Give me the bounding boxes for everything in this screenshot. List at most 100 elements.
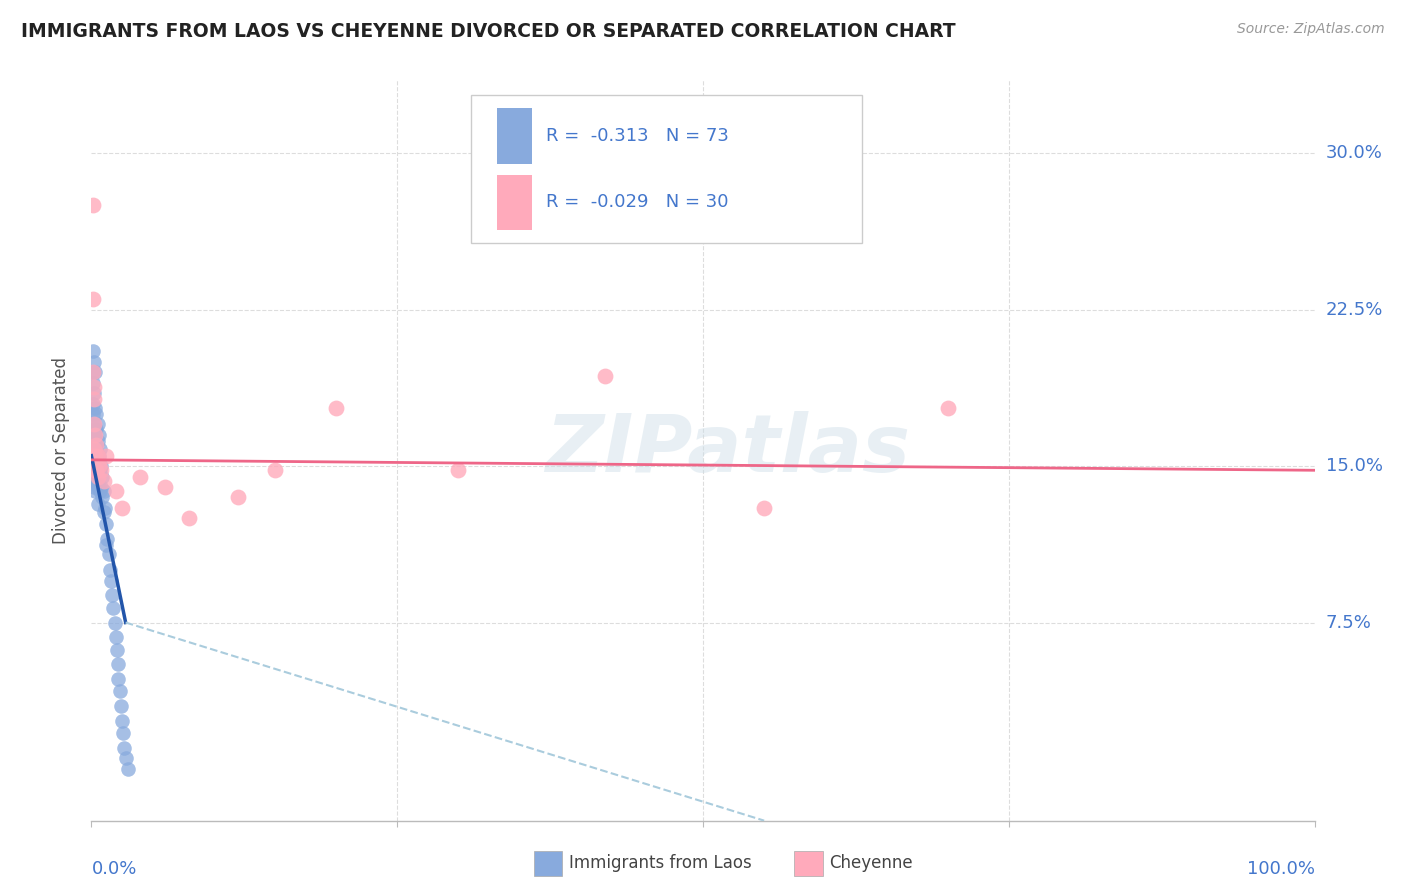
Point: [83, 386, 105, 401]
Point: [82, 396, 104, 410]
Point: [97, 547, 120, 561]
Point: [86, 449, 108, 463]
Point: [89, 484, 111, 499]
Point: [84, 407, 107, 421]
Point: [90, 480, 112, 494]
Text: Cheyenne: Cheyenne: [830, 855, 912, 872]
Point: [104, 630, 127, 644]
Point: [94, 517, 117, 532]
Point: [114, 751, 136, 765]
Point: [83, 442, 105, 457]
Point: [90, 463, 112, 477]
Point: [84, 434, 107, 448]
Point: [86, 449, 108, 463]
Point: [82, 449, 104, 463]
Point: [83, 427, 105, 442]
Point: [83, 417, 105, 432]
Point: [82, 292, 104, 306]
Point: [105, 642, 128, 657]
Point: [264, 463, 287, 477]
Point: [84, 438, 107, 452]
Text: Immigrants from Laos: Immigrants from Laos: [569, 855, 752, 872]
Point: [87, 463, 110, 477]
Point: [82, 469, 104, 483]
Point: [112, 740, 135, 755]
Point: [100, 574, 122, 588]
Point: [84, 449, 107, 463]
Point: [111, 500, 134, 515]
Point: [112, 726, 135, 740]
Point: [84, 449, 107, 463]
Point: [86, 480, 108, 494]
Point: [83, 355, 105, 369]
Text: R =  -0.313   N = 73: R = -0.313 N = 73: [547, 127, 730, 145]
Point: [104, 484, 127, 499]
Point: [90, 459, 112, 474]
Point: [153, 480, 176, 494]
Point: [325, 401, 347, 415]
Point: [84, 421, 107, 435]
Point: [89, 442, 111, 457]
Y-axis label: Divorced or Separated: Divorced or Separated: [52, 357, 70, 544]
Point: [86, 497, 108, 511]
Point: [83, 455, 105, 469]
Point: [94, 538, 117, 552]
Point: [82, 376, 104, 390]
Point: [82, 198, 104, 212]
FancyBboxPatch shape: [471, 95, 862, 244]
Bar: [498, 175, 531, 230]
Point: [84, 463, 107, 477]
Point: [93, 474, 115, 488]
Point: [82, 407, 104, 421]
Point: [83, 442, 105, 457]
Text: 15.0%: 15.0%: [1326, 457, 1382, 475]
Point: [87, 449, 110, 463]
Point: [110, 698, 132, 713]
Point: [86, 463, 108, 477]
Point: [87, 480, 110, 494]
Point: [82, 427, 104, 442]
Point: [936, 401, 959, 415]
Point: [84, 421, 107, 435]
Point: [103, 601, 125, 615]
Point: [82, 344, 104, 359]
Point: [82, 459, 104, 474]
Point: [104, 615, 127, 630]
Text: 22.5%: 22.5%: [1326, 301, 1384, 318]
Point: [86, 417, 108, 432]
Point: [93, 505, 115, 519]
Point: [87, 427, 110, 442]
Point: [226, 491, 249, 505]
Text: 100.0%: 100.0%: [1247, 860, 1315, 878]
Point: [82, 365, 104, 379]
Point: [83, 417, 105, 432]
Point: [93, 484, 115, 499]
Point: [84, 401, 107, 415]
Point: [91, 491, 114, 505]
Point: [94, 500, 117, 515]
Point: [111, 714, 134, 728]
Point: [179, 511, 201, 525]
Point: [101, 588, 124, 602]
Point: [94, 449, 117, 463]
Point: [84, 463, 107, 477]
Point: [86, 434, 108, 448]
Point: [107, 657, 129, 672]
Point: [84, 484, 107, 499]
Point: [108, 684, 131, 698]
Point: [84, 459, 107, 474]
Point: [754, 500, 776, 515]
Point: [82, 438, 104, 452]
Text: 0.0%: 0.0%: [91, 860, 136, 878]
Point: [84, 474, 107, 488]
Point: [84, 427, 107, 442]
Point: [91, 469, 114, 483]
Point: [84, 365, 107, 379]
Point: [83, 463, 105, 477]
Point: [84, 474, 107, 488]
Bar: [498, 108, 531, 163]
Point: [82, 463, 104, 477]
Point: [447, 463, 470, 477]
Text: Source: ZipAtlas.com: Source: ZipAtlas.com: [1237, 22, 1385, 37]
Point: [87, 459, 110, 474]
